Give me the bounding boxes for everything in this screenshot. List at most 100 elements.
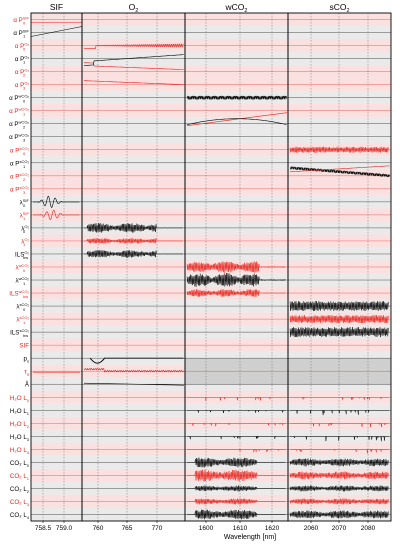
- trace-s-lambda1: [289, 315, 389, 324]
- trace-o2-lambda0: [83, 223, 184, 233]
- panel-titles: SIF O2 wCO2 sCO2: [50, 2, 350, 14]
- x-axis-label: Wavelength [nm]: [223, 534, 277, 541]
- row-label: α PsCO₂ 1: [10, 159, 29, 169]
- row-baselines: [31, 19, 391, 515]
- row-label: CO₂ L0: [10, 460, 30, 468]
- row-label: H₂O L4: [10, 447, 30, 455]
- panel-title: O2: [129, 2, 139, 14]
- trace-s-h2o4: [290, 449, 389, 454]
- row-label: α PSIF 1: [13, 29, 29, 39]
- x-tick-label: 759.0: [56, 525, 73, 532]
- row-label: λSIF 0: [20, 198, 30, 208]
- row-label: CO₂ L3: [10, 499, 30, 507]
- trace-lambda-sif1: [33, 209, 80, 220]
- row-label: α PsCO₂ 3: [10, 185, 29, 195]
- x-tick-label: 1600: [199, 525, 214, 532]
- x-tick-label: 2060: [304, 525, 319, 532]
- trace-s-h2o3: [290, 436, 389, 442]
- panel-title: wCO2: [225, 2, 248, 14]
- trace-w-co2-3: [186, 498, 286, 505]
- trace-w-co2-0: [186, 457, 286, 468]
- trace-s-co2-3: [289, 498, 389, 505]
- row-label: λwCO₂ 0: [15, 263, 29, 273]
- trace-s-co2-0: [289, 458, 389, 467]
- trace-w-co2-4: [186, 509, 286, 520]
- row-label: α PwCO₂ 1: [9, 107, 29, 117]
- row-label: ILSO₂ hw: [15, 250, 29, 260]
- x-tick-label: 2080: [361, 525, 376, 532]
- trace-s-h2o0: [290, 396, 389, 401]
- trace-w-h2o2: [187, 423, 286, 427]
- trace-o2-p3: [83, 80, 184, 85]
- row-label: α PsCO₂ 2: [10, 172, 29, 182]
- row-label: λwCO₂ 1: [15, 276, 29, 286]
- trace-w-lambda0: [186, 261, 286, 273]
- row-label: τa: [24, 369, 29, 377]
- trace-o2-lambda1: [83, 237, 184, 244]
- row-label: λSIF 1: [20, 211, 30, 221]
- row-label: α PwCO₂ 2: [9, 120, 29, 130]
- trace-o2-alb: [83, 382, 185, 386]
- row-label: α PO₂ 1: [15, 55, 30, 65]
- row-label: H₂O L3: [10, 434, 30, 442]
- row-label: CO₂ L1: [10, 473, 30, 481]
- x-tick-label: 2070: [332, 525, 347, 532]
- trace-w-p0: [187, 95, 287, 100]
- row-label: ps: [24, 356, 29, 364]
- trace-w-h2o1: [187, 410, 286, 414]
- trace-w-h2o0: [187, 397, 286, 401]
- row-label: α PSIF 0: [13, 16, 29, 26]
- trace-w-co2-1: [186, 469, 286, 482]
- x-tick-label: 758.5: [35, 525, 52, 532]
- row-label: α PsCO₂ 0: [10, 146, 29, 156]
- trace-s-co2-1: [289, 471, 389, 480]
- row-label: α PwCO₂ 3: [9, 133, 29, 143]
- row-labels: α PSIF 0 α PSIF 1 α PO₂ 0 α PO₂ 1 α PO₂ 2 α PO₂ 3 α …: [9, 16, 30, 520]
- row-label: α PO₂ 0: [15, 42, 30, 52]
- trace-w-ils: [186, 289, 286, 297]
- trace-s-co2-4: [289, 510, 389, 519]
- trace-w-p1: [186, 112, 288, 126]
- row-label: Å: [25, 382, 30, 389]
- trace-sif-p1: [30, 26, 83, 37]
- row-label: α PO₂ 3: [15, 81, 30, 91]
- row-label: α PwCO₂ 0: [9, 94, 29, 104]
- row-label: H₂O L0: [10, 395, 30, 403]
- x-tick-label: 760: [93, 525, 104, 532]
- trace-w-lambda1: [186, 273, 286, 287]
- x-tick-label: 770: [152, 525, 163, 532]
- trace-o2-p1: [84, 54, 184, 66]
- row-label: ILSwCO₂ hw: [9, 289, 29, 299]
- row-label: α PO₂ 2: [15, 68, 30, 78]
- x-tick-labels: 758.5 759.0 760 765 770 1600 1610 1620 2060 2070 2…: [35, 521, 376, 532]
- row-label: λO₂ 1: [21, 237, 29, 247]
- panel-frame: [287, 12, 392, 522]
- trace-o2-tau: [84, 367, 184, 373]
- row-label: λsCO₂ 0: [16, 302, 29, 312]
- trace-w-co2-2: [186, 485, 286, 492]
- trace-s-p2: [290, 165, 390, 173]
- trace-s-p0: [289, 146, 389, 153]
- trace-s-co2-2: [289, 485, 389, 492]
- row-label: H₂O L1: [10, 408, 30, 416]
- x-tick-label: 765: [122, 525, 133, 532]
- x-tick-label: 1610: [233, 525, 248, 532]
- panel-title: SIF: [50, 2, 63, 12]
- row-label: CO₂ L4: [10, 512, 30, 520]
- row-label: CO₂ L2: [10, 486, 30, 494]
- panel-frames: [30, 12, 392, 522]
- trace-o2-ils: [83, 250, 184, 258]
- x-tick-label: 1620: [265, 525, 280, 532]
- traces: [30, 22, 390, 520]
- trace-o2-ps: [89, 357, 184, 364]
- trace-s-p1: [289, 166, 390, 178]
- trace-lambda-sif0: [33, 195, 80, 208]
- panel-title: sCO2: [329, 2, 349, 14]
- trace-w-p2: [186, 118, 287, 125]
- trace-w-h2o3: [187, 435, 286, 440]
- row-label: λsCO₂ 1: [16, 315, 29, 325]
- trace-w-h2o4: [187, 448, 286, 453]
- row-label: λO₂ 0: [21, 224, 29, 234]
- trace-s-h2o1: [290, 410, 389, 416]
